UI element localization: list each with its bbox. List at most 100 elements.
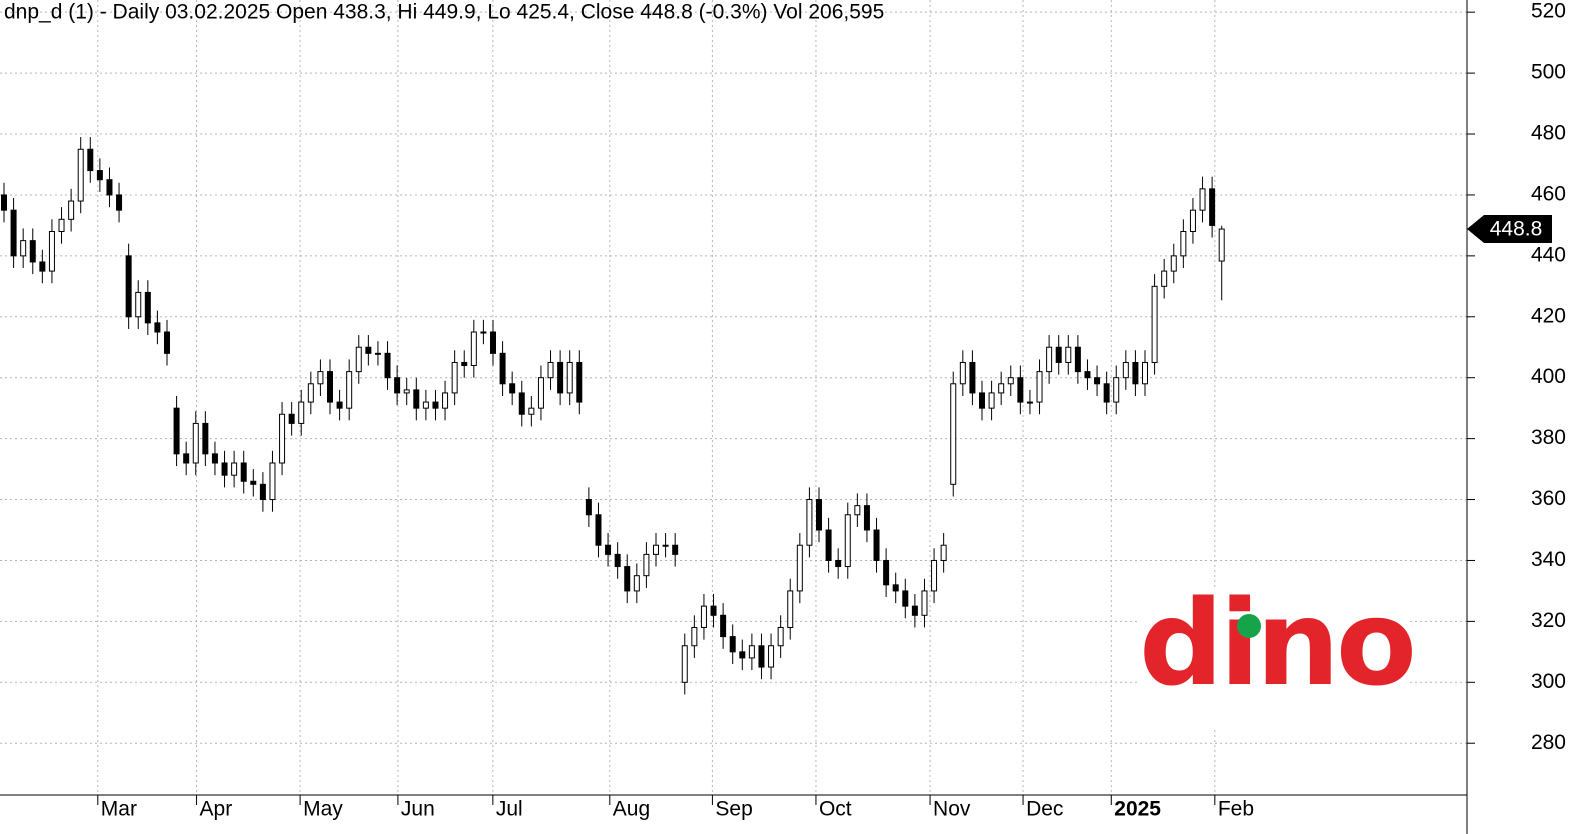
x-tick-label: Jul [496, 798, 523, 821]
candle-body [1151, 285, 1158, 363]
candle-body [988, 392, 995, 409]
candle-body [77, 148, 84, 202]
candle-body [1065, 346, 1072, 363]
x-tick-label: Nov [933, 798, 971, 821]
candle-body [911, 605, 918, 616]
logo: dino [1139, 574, 1413, 712]
candle-body [643, 553, 650, 577]
y-tick-label: 480 [1531, 122, 1566, 145]
candle-body [681, 645, 688, 683]
candle-body [144, 291, 151, 324]
candle-body [547, 361, 554, 379]
candle-body [29, 240, 36, 263]
candle-body [68, 200, 75, 220]
candle-body [729, 636, 736, 653]
candle-body [413, 389, 420, 409]
candle-body [365, 346, 372, 354]
candle-body [825, 529, 832, 561]
candle-body [844, 514, 851, 568]
candle-body [921, 590, 928, 616]
candle-body [768, 645, 775, 668]
candle-body [979, 392, 985, 409]
candle-body [537, 377, 544, 409]
x-tick-label: Aug [613, 798, 650, 821]
candle-body [806, 499, 813, 546]
candle-body [298, 401, 305, 424]
candle-body [863, 505, 870, 531]
candle-body [950, 383, 957, 485]
candle-body [585, 499, 592, 516]
candle-body [87, 148, 94, 172]
candle-body [672, 544, 679, 555]
candle-body [566, 361, 573, 394]
candles [1, 137, 1225, 695]
candle-body [1026, 401, 1033, 404]
candle-body [720, 614, 727, 638]
logo-dot [1237, 614, 1261, 638]
y-tick-label: 420 [1531, 304, 1566, 327]
candle-body [240, 462, 247, 482]
y-tick-label: 400 [1531, 365, 1566, 388]
y-tick-label: 500 [1531, 61, 1566, 84]
candle-body [173, 407, 180, 455]
y-tick-label: 320 [1531, 609, 1566, 632]
x-tick-label: Feb [1218, 798, 1254, 821]
candle-body [1074, 346, 1081, 373]
x-tick-label: Dec [1026, 798, 1063, 821]
candle-body [346, 371, 353, 409]
candle-body [614, 553, 621, 568]
candle-body [902, 590, 909, 607]
candle-body [259, 483, 266, 501]
y-tick-label: 380 [1531, 426, 1566, 449]
candle-body [835, 559, 842, 568]
candle-body [58, 218, 65, 232]
candle-body [1161, 270, 1168, 287]
y-tick-label: 300 [1531, 670, 1566, 693]
candle-body [432, 401, 439, 409]
candle-body [777, 626, 784, 647]
y-tick-label: 340 [1531, 548, 1566, 571]
candle-body [442, 392, 449, 409]
candle-body [653, 544, 659, 555]
candle-body [336, 401, 343, 409]
candle-body [710, 605, 717, 616]
candle-body [1055, 346, 1062, 363]
candle-body [403, 389, 410, 394]
candle-body [461, 361, 468, 367]
y-tick-label: 460 [1531, 182, 1566, 205]
candle-body [1122, 361, 1129, 379]
candle-body [1180, 230, 1187, 257]
candle-body [605, 544, 612, 555]
price-tag-label: 448.8 [1490, 218, 1543, 241]
candle-body [998, 383, 1005, 394]
candle-body [327, 371, 333, 403]
candle-body [20, 240, 27, 257]
candle-body [10, 209, 17, 257]
candle-body [1017, 377, 1024, 403]
candle-body [787, 590, 794, 628]
candle-body [748, 645, 755, 659]
candle-body [1209, 188, 1216, 226]
chart-title: dnp_d (1) - Daily 03.02.2025 Open 438.3,… [4, 1, 884, 24]
x-tick-label: 2025 [1114, 798, 1161, 821]
x-tick-label: Jun [401, 798, 435, 821]
candle-body [1189, 209, 1196, 232]
x-tick-label: Mar [101, 798, 137, 821]
candle-body [154, 322, 161, 333]
candle-body [518, 392, 525, 415]
candle-body [1, 194, 7, 211]
candle-body [374, 352, 381, 355]
candle-body [106, 179, 113, 196]
candle-body [883, 559, 890, 586]
candle-body [1113, 377, 1120, 403]
candle-body [480, 331, 487, 334]
candle-body [940, 544, 947, 561]
x-tick-label: Sep [715, 798, 752, 821]
candle-body [633, 575, 640, 592]
y-tick-label: 360 [1531, 487, 1566, 510]
candle-body [816, 499, 822, 531]
candle-body [250, 480, 257, 485]
candle-body [317, 371, 324, 385]
candle-body [1170, 255, 1177, 272]
